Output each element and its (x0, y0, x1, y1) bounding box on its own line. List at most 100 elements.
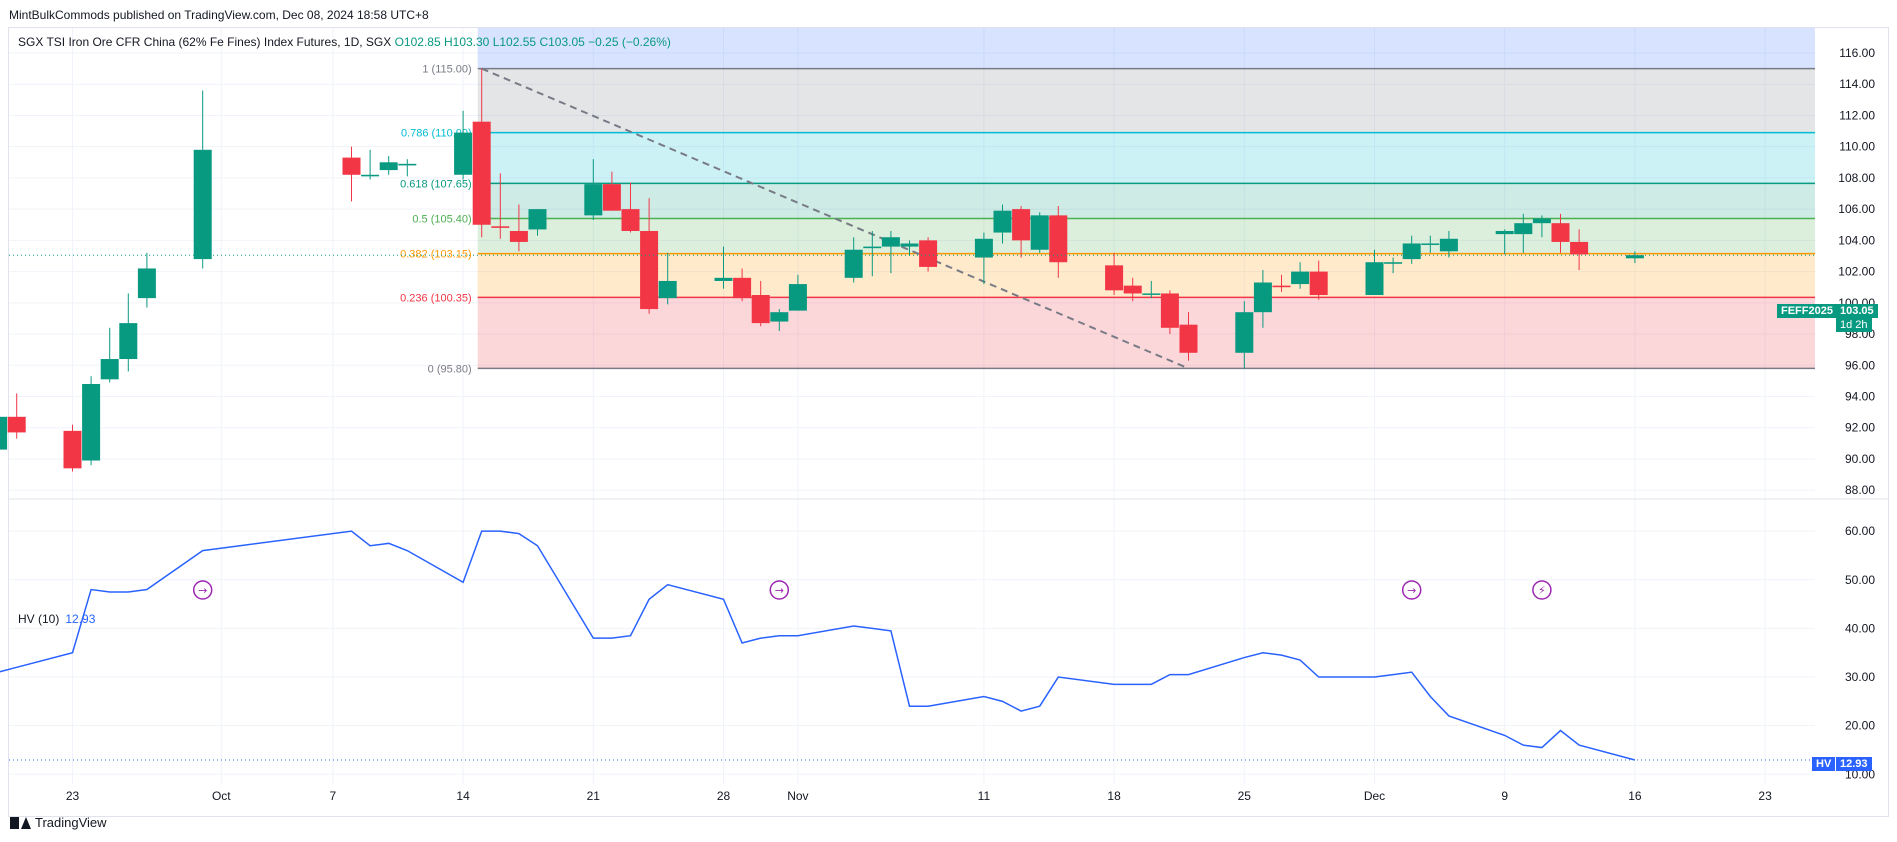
time-axis-label: 21 (587, 789, 601, 803)
hv-axis-label: 40.00 (1845, 621, 1875, 635)
fib-extension-band (477, 28, 1816, 69)
time-axis-label: Dec (1364, 789, 1385, 803)
candle-body (1235, 312, 1254, 353)
time-axis-label: 7 (330, 789, 337, 803)
arrow-right-icon: → (775, 584, 784, 597)
candle-body (361, 174, 380, 177)
fib-level-label: 0.236 (100.35) (400, 292, 472, 304)
candle-body (472, 121, 491, 225)
price-axis-label: 112.00 (1839, 108, 1875, 122)
price-axis-label: 96.00 (1845, 358, 1875, 372)
ticker-tag: FEFF2025 (1777, 304, 1837, 318)
time-axis-label: Oct (212, 789, 231, 803)
hv-axis-label: 50.00 (1845, 573, 1875, 587)
price-axis-label: 104.00 (1838, 233, 1875, 247)
time-axis-label: 11 (978, 789, 991, 803)
fib-band (477, 132, 1816, 184)
candle-body (1625, 255, 1644, 259)
legend-symbol: SGX TSI Iron Ore CFR China (62% Fe Fines… (18, 35, 392, 49)
time-axis-label: 14 (456, 789, 470, 803)
candle-body (1570, 241, 1589, 255)
hv-series-line (0, 530, 1636, 761)
candle-body (1439, 238, 1458, 252)
hv-legend: HV (10) 12.93 (18, 612, 95, 626)
time-axis-label: Nov (787, 789, 808, 803)
candle-body (602, 184, 621, 211)
time-axis-label: 28 (717, 789, 731, 803)
candle-body (1514, 223, 1533, 235)
legend-low: L102.55 (492, 35, 537, 49)
footer-brand: TradingView (35, 815, 107, 830)
candle-body (509, 230, 528, 242)
fib-level-label: 1 (115.00) (422, 64, 471, 76)
time-axis-label: 18 (1107, 789, 1121, 803)
price-axis-label: 94.00 (1845, 390, 1875, 404)
candle-body (974, 238, 993, 258)
fib-trendline (481, 67, 1189, 370)
dividend-event-icon (769, 580, 790, 600)
candle-body (751, 295, 770, 324)
main-legend: SGX TSI Iron Ore CFR China (62% Fe Fines… (18, 35, 671, 49)
candle-body (1105, 265, 1124, 291)
last-price-tag: 103.05 (1836, 304, 1878, 318)
candle-body (900, 243, 919, 247)
candle-body (863, 246, 882, 249)
candle-body (1402, 243, 1421, 260)
price-axis-label: 114.00 (1839, 77, 1875, 91)
earnings-event-icon (1532, 580, 1552, 600)
fib-band (477, 183, 1816, 219)
candle-body (63, 430, 82, 469)
candle-body (0, 416, 8, 450)
candle-body (1030, 215, 1049, 250)
arrow-right-icon: → (198, 584, 207, 597)
candle-body (1272, 285, 1291, 288)
candle-body (1160, 293, 1179, 328)
hv-axis-label: 20.00 (1845, 719, 1875, 733)
candle-body (100, 359, 119, 380)
fib-level-label: 0.786 (110.90) (401, 128, 472, 140)
legend-open: O102.85 (394, 35, 441, 49)
candle-body (1142, 293, 1161, 295)
candle-body (919, 240, 938, 267)
hv-axis-label: 60.00 (1845, 524, 1875, 538)
dividend-event-icon (1401, 580, 1422, 600)
dividend-event-icon (192, 580, 213, 600)
candle-body (1551, 223, 1570, 242)
candle-body (82, 384, 101, 461)
hv-name-tag: HV (1812, 757, 1836, 771)
candle-body (788, 284, 807, 311)
hv-axis-label: 30.00 (1845, 670, 1875, 684)
price-axis-label: 90.00 (1845, 452, 1875, 466)
candle-body (379, 162, 398, 171)
time-axis-label: 16 (1628, 789, 1642, 803)
fib-band (477, 253, 1816, 298)
candle-body (119, 323, 138, 360)
fib-level-label: 0.618 (107.65) (400, 178, 472, 190)
candle-body (1384, 262, 1403, 264)
price-axis-label: 92.00 (1845, 421, 1875, 435)
fib-band (477, 218, 1816, 254)
time-axis-label: 9 (1501, 789, 1508, 803)
candle-body (1495, 230, 1514, 235)
tradingview-footer[interactable]: TradingView (10, 815, 107, 830)
candle-body (1012, 209, 1031, 241)
fib-band (477, 297, 1816, 369)
candle-body (584, 184, 603, 216)
hv-legend-name: HV (10) (18, 612, 60, 626)
candle-body (621, 209, 640, 231)
arrow-right-icon: → (1407, 584, 1416, 597)
candle-body (1049, 215, 1068, 263)
legend-change: −0.25 (−0.26%) (588, 35, 671, 49)
fib-level-label: 0.382 (103.15) (400, 249, 472, 261)
price-axis-label: 106.00 (1838, 202, 1875, 216)
candle-body (398, 163, 417, 166)
price-axis-label: 88.00 (1845, 483, 1875, 497)
candle-body (993, 210, 1012, 233)
candle-body (491, 226, 510, 228)
candle-body (7, 416, 26, 433)
hv-legend-value: 12.93 (65, 612, 96, 626)
fib-level-label: 0.5 (105.40) (412, 213, 471, 225)
price-axis-label: 102.00 (1838, 265, 1875, 279)
price-axis-label: 116.00 (1839, 46, 1875, 60)
